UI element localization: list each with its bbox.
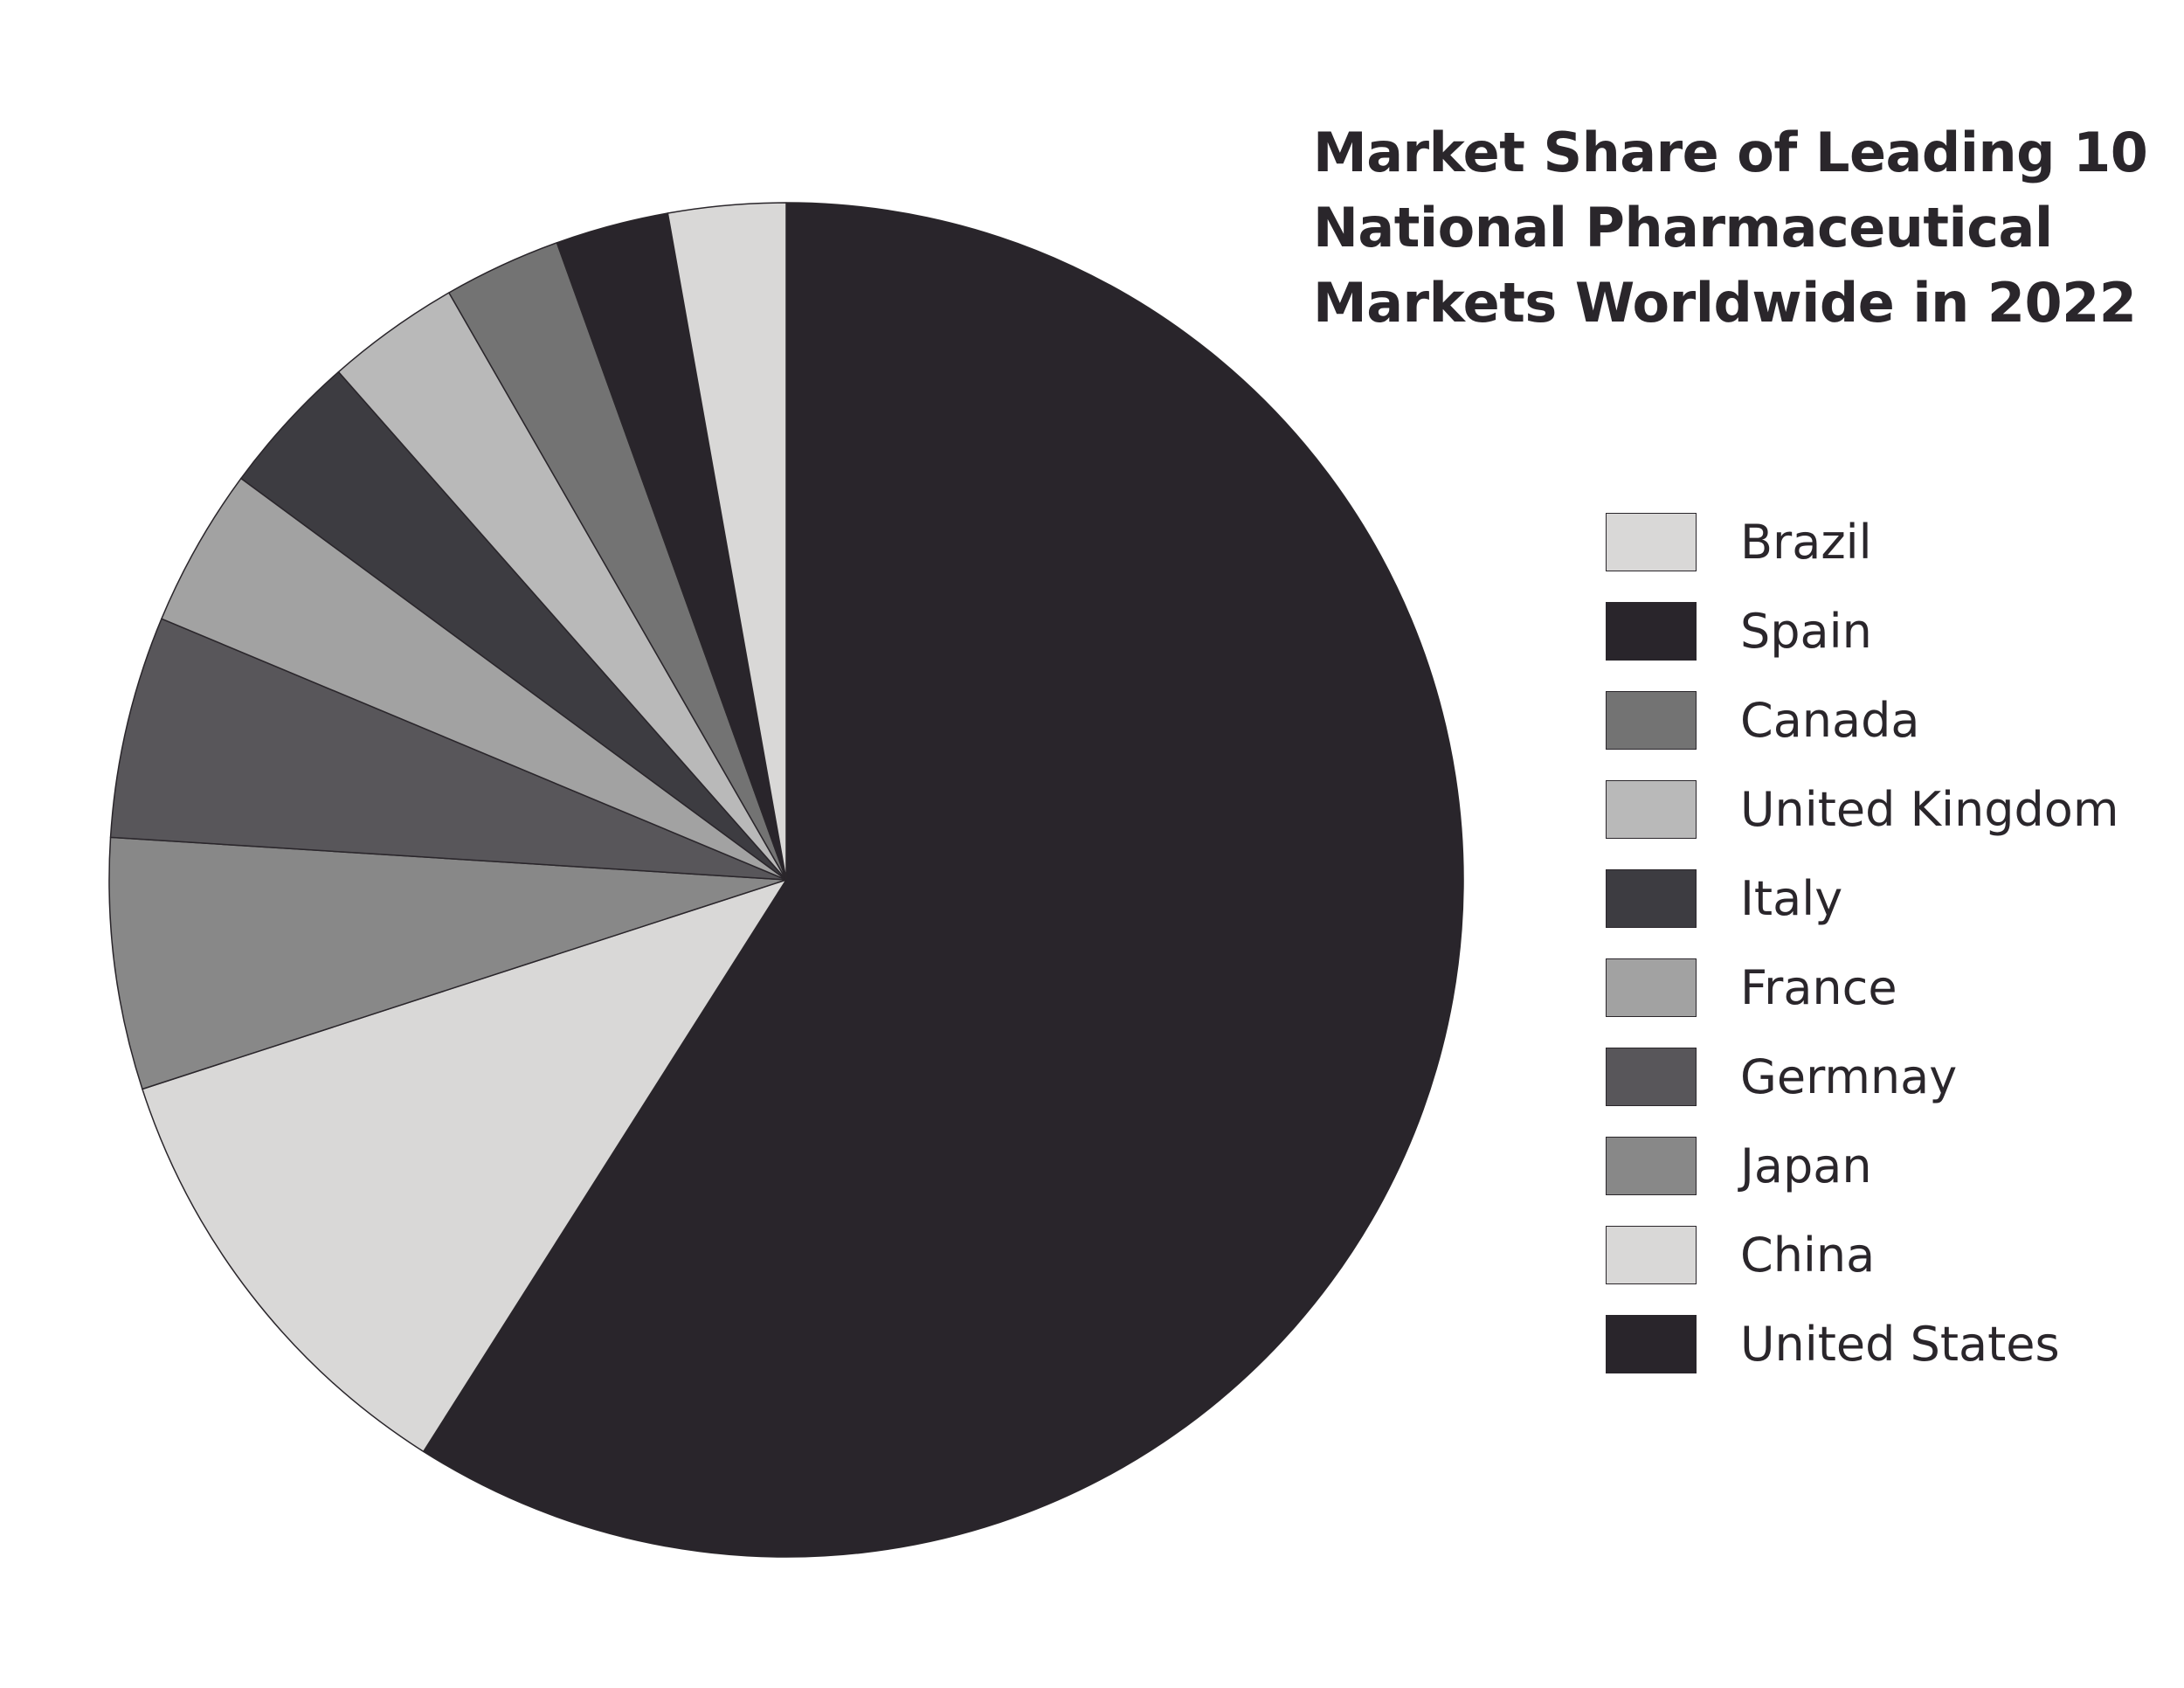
legend-item-china: China <box>1606 1226 2118 1315</box>
legend-label: Japan <box>1740 1138 1872 1193</box>
legend-item-france: France <box>1606 958 2118 1048</box>
pie-slice-united-states <box>422 202 1464 1558</box>
pie-slice-china <box>142 879 787 1453</box>
legend-swatch <box>1606 869 1697 928</box>
legend-item-spain: Spain <box>1606 602 2118 691</box>
chart-title-line-2: National Pharmaceutical <box>1313 196 2053 259</box>
chart-title-line-1: Market Share of Leading 10 <box>1313 121 2148 184</box>
legend-item-japan: Japan <box>1606 1137 2118 1226</box>
legend-label: Italy <box>1740 871 1843 926</box>
legend-label: Canada <box>1740 693 1920 748</box>
pie-slice-germnay <box>109 618 787 881</box>
legend-item-brazil: Brazil <box>1606 513 2118 602</box>
legend-swatch <box>1606 1226 1697 1284</box>
legend-swatch <box>1606 780 1697 839</box>
legend-swatch <box>1606 1315 1697 1373</box>
legend-swatch <box>1606 958 1697 1017</box>
legend-label: Brazil <box>1740 515 1872 570</box>
legend-item-germnay: Germnay <box>1606 1048 2118 1137</box>
legend-item-canada: Canada <box>1606 691 2118 780</box>
legend-label: Germnay <box>1740 1049 1958 1104</box>
legend-swatch <box>1606 513 1697 571</box>
legend-swatch <box>1606 602 1697 661</box>
pie-slice-brazil <box>667 202 787 881</box>
legend-label: United States <box>1740 1317 2060 1372</box>
chart-title: Market Share of Leading 10 National Phar… <box>1313 115 2148 341</box>
legend-label: Spain <box>1740 604 1872 659</box>
legend-swatch <box>1606 691 1697 750</box>
legend-item-italy: Italy <box>1606 869 2118 958</box>
pie-slices <box>108 202 1464 1558</box>
legend-item-united-kingdom: United Kingdom <box>1606 780 2118 869</box>
chart-legend: Brazil Spain Canada United Kingdom Italy Fran… <box>1606 513 2118 1404</box>
pie-slice-japan <box>108 836 787 1090</box>
legend-swatch <box>1606 1137 1697 1195</box>
legend-label: France <box>1740 960 1897 1015</box>
chart-title-line-3: Markets Worldwide in 2022 <box>1313 271 2137 335</box>
legend-swatch <box>1606 1048 1697 1106</box>
legend-label: China <box>1740 1228 1876 1283</box>
legend-item-united-states: United States <box>1606 1315 2118 1404</box>
legend-label: United Kingdom <box>1740 782 2119 837</box>
